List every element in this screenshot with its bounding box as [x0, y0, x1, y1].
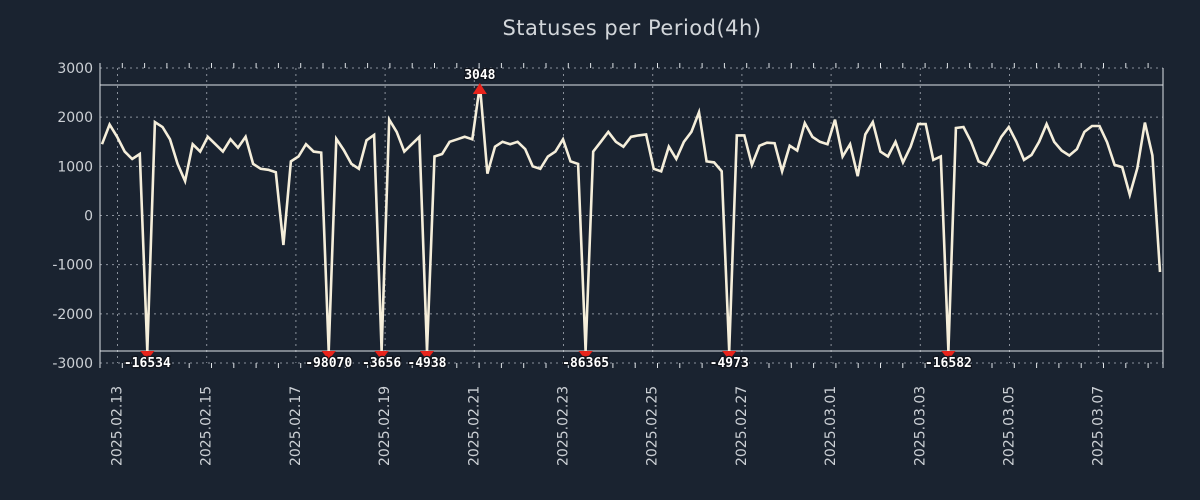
spike-marker-down	[321, 351, 336, 360]
y-tick-label: 3000	[57, 61, 93, 77]
x-tick-label: 2025.03.01	[823, 386, 839, 466]
x-tick-label: 2025.02.23	[556, 386, 572, 466]
spike-marker-down	[374, 351, 389, 360]
spike-value-label: -4938	[407, 356, 446, 371]
y-tick-label: -2000	[52, 307, 93, 323]
y-tick-label: 0	[84, 209, 93, 225]
series-line	[100, 84, 1162, 352]
y-tick-label: -1000	[52, 258, 93, 274]
x-tick-label: 2025.02.13	[110, 386, 126, 466]
spike-marker-up	[472, 83, 487, 94]
spike-value-label: -16534	[124, 356, 171, 371]
spike-value-label: -3656	[362, 356, 401, 371]
y-tick-label: 1000	[57, 159, 93, 175]
x-tick-label: 2025.02.27	[734, 386, 750, 466]
x-tick-label: 2025.02.15	[199, 386, 215, 466]
x-tick-label: 2025.02.17	[288, 386, 304, 466]
x-tick-label: 2025.03.07	[1091, 386, 1107, 466]
chart-title: Statuses per Period(4h)	[502, 16, 762, 40]
spike-marker-down	[941, 351, 956, 360]
x-tick-label: 2025.02.21	[466, 386, 482, 466]
x-tick-label: 2025.02.19	[377, 386, 393, 466]
y-tick-label: -3000	[52, 356, 93, 372]
x-tick-label: 2025.03.03	[912, 386, 928, 466]
x-tick-label: 2025.03.05	[1002, 386, 1018, 466]
spike-value-label: -16582	[925, 356, 972, 371]
x-tick-label: 2025.02.25	[645, 386, 661, 466]
y-tick-label: 2000	[57, 110, 93, 126]
spike-marker-down	[722, 351, 737, 360]
spike-marker-down	[578, 351, 593, 360]
spike-value-label: -98070	[305, 356, 352, 371]
spike-value-label: 3048	[464, 68, 495, 83]
spike-marker-down	[140, 351, 155, 360]
spike-value-label: -86365	[562, 356, 609, 371]
spike-marker-down	[419, 351, 434, 360]
spike-value-label: -4973	[710, 356, 749, 371]
